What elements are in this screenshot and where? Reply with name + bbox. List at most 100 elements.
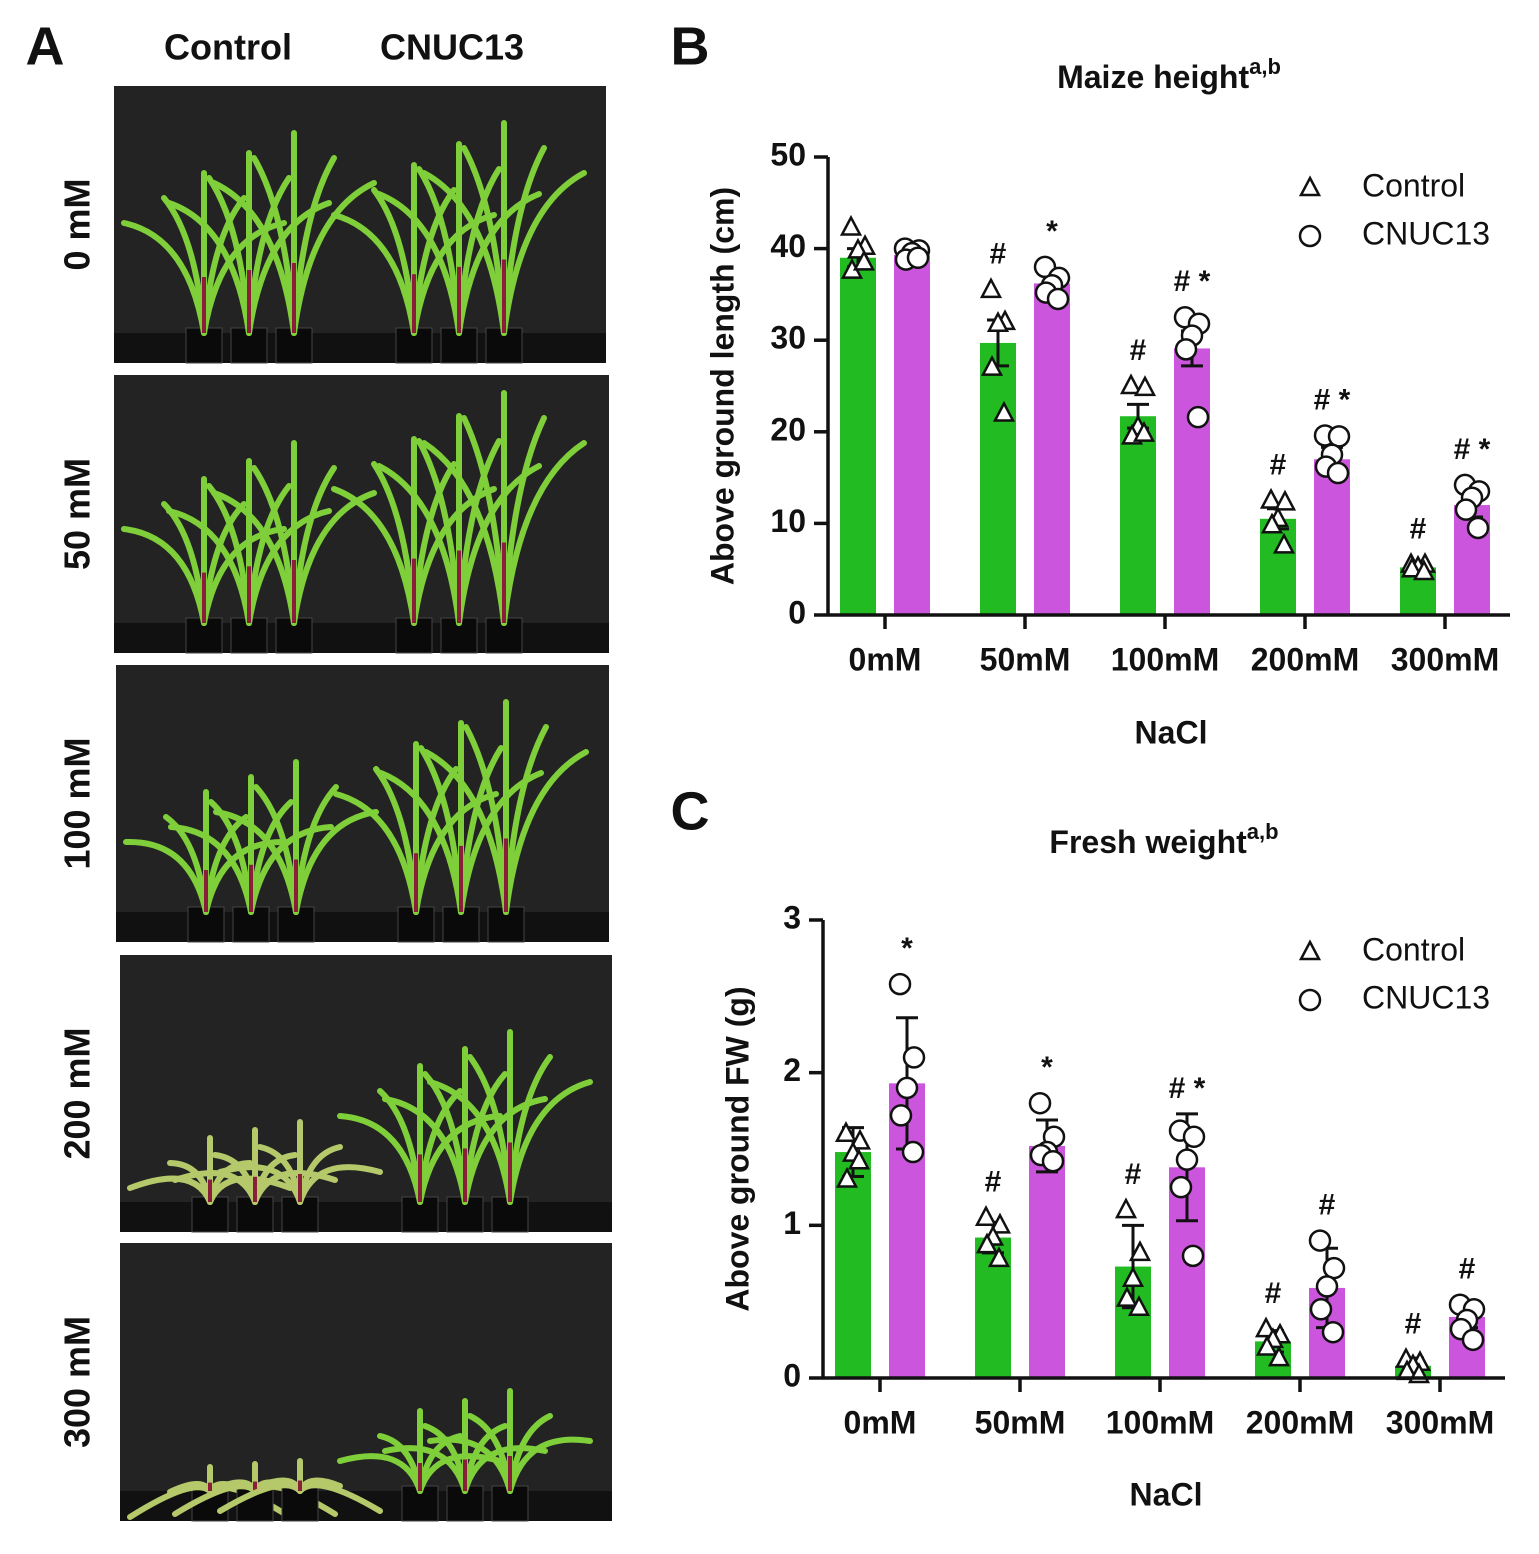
significance-label: * [1046, 215, 1058, 248]
data-point [975, 1232, 999, 1254]
x-tick-label: 200mM [1246, 1404, 1355, 1440]
data-point [1322, 1256, 1346, 1280]
data-point [1175, 1148, 1199, 1171]
data-point [1133, 375, 1157, 397]
leaf [462, 1096, 548, 1205]
leaf [201, 526, 287, 626]
data-point [852, 249, 876, 271]
bar [1120, 416, 1156, 615]
data-point [1273, 489, 1297, 511]
column-label: CNUC13 [380, 27, 524, 68]
legend-label: CNUC13 [1362, 979, 1490, 1015]
data-point [1272, 532, 1296, 554]
significance-label: # [990, 238, 1007, 271]
data-point [906, 246, 930, 270]
significance-label: # [1410, 513, 1427, 546]
bar [1174, 348, 1210, 615]
data-point [889, 1104, 913, 1127]
legend-label: CNUC13 [1362, 215, 1490, 251]
leaf [297, 1482, 383, 1514]
bar [980, 342, 1016, 615]
x-tick-label: 300mM [1386, 1404, 1495, 1440]
panel-label: A [26, 16, 65, 76]
data-point [974, 1205, 998, 1226]
photo [120, 1243, 612, 1521]
leaf [293, 809, 379, 915]
data-point [1127, 1295, 1151, 1317]
data-point [1327, 425, 1351, 448]
data-point [1461, 1328, 1485, 1352]
data-point [1132, 420, 1156, 442]
bar [1314, 459, 1350, 615]
data-point [1121, 1266, 1145, 1288]
legend-marker [1298, 224, 1322, 248]
leaf [507, 1079, 593, 1205]
legend-marker [1298, 988, 1322, 1012]
x-tick-label: 100mM [1111, 641, 1220, 677]
significance-label: # * [1454, 433, 1491, 466]
x-tick-label: 50mM [975, 1404, 1066, 1440]
data-point [980, 355, 1004, 376]
bar [1034, 283, 1070, 615]
data-point [1028, 1091, 1052, 1115]
data-point [1182, 1125, 1206, 1149]
significance-label: # [1265, 1277, 1282, 1310]
y-tick-label: 0 [783, 1357, 801, 1393]
row-label: 50 mM [57, 458, 98, 570]
x-axis-label: NaCl [1135, 714, 1208, 750]
data-point [1309, 1298, 1333, 1321]
data-point [888, 972, 912, 996]
significance-label: # * [1169, 1072, 1206, 1105]
x-tick-label: 100mM [1106, 1404, 1215, 1440]
x-tick-label: 0mM [844, 1404, 917, 1440]
data-point [1260, 512, 1284, 534]
row-label: 300 mM [57, 1316, 98, 1448]
data-point [1169, 1175, 1193, 1199]
data-point [1114, 1197, 1138, 1219]
panel-label: C [671, 781, 710, 841]
data-point [1041, 1149, 1065, 1173]
photo [120, 955, 612, 1232]
panel-label: B [671, 16, 710, 76]
data-point [986, 311, 1010, 332]
data-point [1315, 1275, 1339, 1298]
leaf [507, 1436, 593, 1494]
title-superscript: a,b [1247, 819, 1279, 844]
y-tick-label: 10 [770, 503, 806, 539]
data-point [1046, 287, 1070, 311]
data-point [1454, 498, 1478, 521]
leaf [503, 749, 589, 915]
legend-marker [1298, 939, 1322, 961]
data-point [1259, 487, 1283, 509]
significance-label: # [1270, 448, 1287, 481]
data-point [848, 1128, 872, 1150]
data-point [992, 400, 1016, 422]
data-point [1119, 373, 1143, 395]
chart-title: Maize heighta,b [1057, 54, 1281, 96]
significance-label: # [1130, 334, 1147, 367]
y-tick-label: 1 [783, 1205, 801, 1241]
data-point [895, 1076, 919, 1100]
leaf [501, 170, 587, 336]
legend-label: Control [1362, 167, 1465, 203]
legend-label: Control [1362, 931, 1465, 967]
bar [894, 255, 930, 615]
title-superscript: a,b [1249, 54, 1281, 79]
bar [1029, 1145, 1065, 1378]
y-tick-label: 30 [770, 320, 806, 356]
significance-label: # * [1314, 383, 1351, 416]
photos [114, 86, 612, 1522]
data-point [1181, 1244, 1205, 1268]
y-tick-label: 20 [770, 411, 806, 447]
data-point [1400, 556, 1424, 578]
data-point [1128, 1240, 1152, 1262]
data-point [839, 214, 863, 236]
y-tick-label: 0 [788, 594, 806, 630]
bar [1260, 518, 1296, 615]
data-point [1267, 1345, 1291, 1367]
significance-label: # [1125, 1158, 1142, 1191]
leaf [501, 440, 587, 626]
data-point [1174, 338, 1198, 361]
data-point [1321, 1320, 1345, 1344]
column-label: Control [164, 27, 292, 68]
